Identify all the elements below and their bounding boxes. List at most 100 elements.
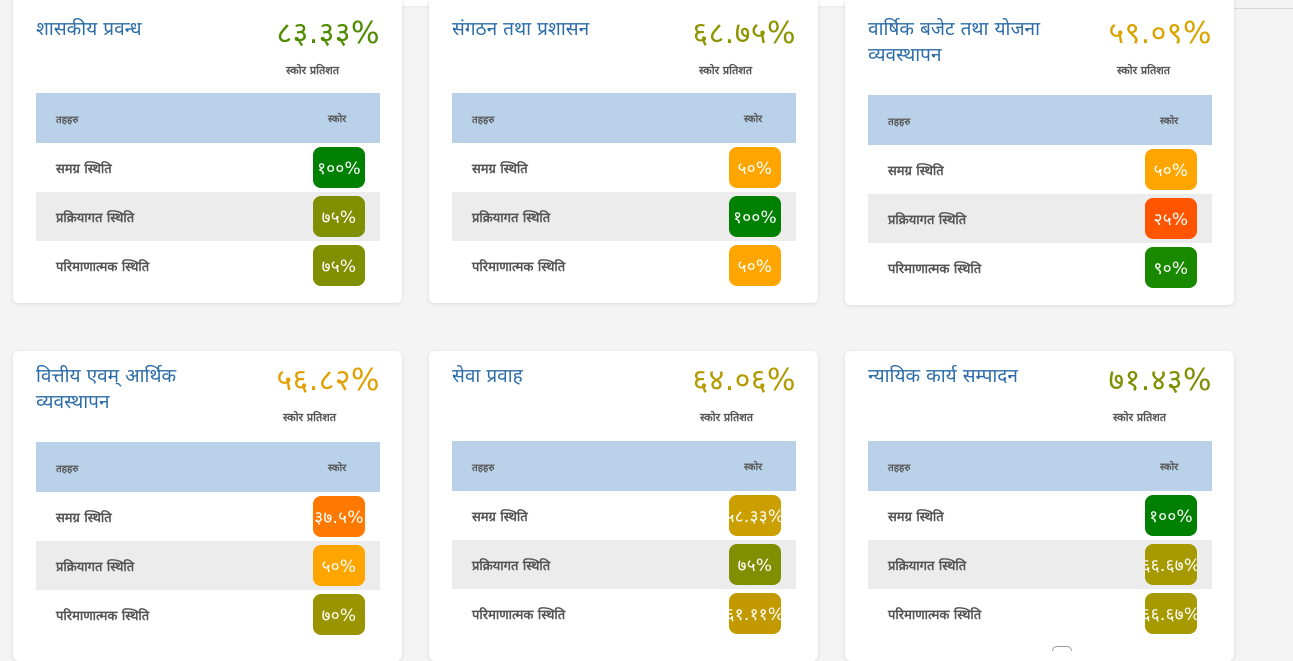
table-row: परिमाणात्मक स्थिति ७०% — [36, 590, 380, 639]
table-row: परिमाणात्मक स्थिति ६६.६७% — [868, 589, 1212, 638]
score-badge: २५% — [1145, 198, 1197, 239]
category-card-judicial: न्यायिक कार्य सम्पादन ७१.४३% स्कोर प्रति… — [845, 351, 1234, 661]
table-row: परिमाणात्मक स्थिति ५०% — [452, 241, 796, 290]
score-percent: ७१.४३% — [1108, 363, 1212, 398]
score-percent-label: स्कोर प्रतिशत — [283, 411, 337, 424]
score-badge: ६६.६७% — [1145, 544, 1197, 585]
score-badge: ५०% — [313, 545, 365, 586]
card-title: शासकीय प्रवन्ध — [36, 18, 142, 40]
table-row: प्रक्रियागत स्थिति १००% — [452, 192, 796, 241]
category-card-governance: शासकीय प्रवन्ध ८३.३३% स्कोर प्रतिशत तहहर… — [13, 0, 402, 303]
card-title: सेवा प्रवाह — [452, 365, 523, 387]
score-badge: ३७.५% — [313, 496, 365, 537]
score-percent: ६८.७५% — [692, 16, 796, 51]
table-row: परिमाणात्मक स्थिति ६१.११% — [452, 589, 796, 638]
row-label: समग्र स्थिति — [56, 511, 112, 526]
row-label: समग्र स्थिति — [56, 162, 112, 177]
score-table: तहहरु स्कोर समग्र स्थिति ५८.३३% प्रक्रिया… — [452, 441, 796, 638]
score-badge: ९०% — [1145, 247, 1197, 288]
scroll-indicator — [1052, 646, 1072, 651]
row-label: परिमाणात्मक स्थिति — [472, 608, 566, 623]
column-heading-level: तहहरु — [56, 464, 79, 475]
column-heading-level: तहहरु — [888, 117, 911, 128]
column-heading-level: तहहरु — [472, 115, 495, 126]
score-badge: ५०% — [729, 245, 781, 286]
table-header: तहहरु स्कोर — [452, 93, 796, 143]
score-table: तहहरु स्कोर समग्र स्थिति ५०% प्रक्रियागत … — [452, 93, 796, 290]
row-label: समग्र स्थिति — [888, 164, 944, 179]
table-header: तहहरु स्कोर — [36, 442, 380, 492]
score-table: तहहरु स्कोर समग्र स्थिति ५०% प्रक्रियागत … — [868, 95, 1212, 292]
table-row: समग्र स्थिति ३७.५% — [36, 492, 380, 541]
score-badge: ७५% — [313, 196, 365, 237]
score-percent: ६४.०६% — [692, 363, 796, 398]
card-title: संगठन तथा प्रशासन — [452, 18, 590, 40]
row-label: प्रक्रियागत स्थिति — [888, 213, 967, 228]
table-row: प्रक्रियागत स्थिति ७५% — [452, 540, 796, 589]
row-label: प्रक्रियागत स्थिति — [56, 211, 135, 226]
score-badge: ७५% — [313, 245, 365, 286]
row-label: प्रक्रियागत स्थिति — [888, 559, 967, 574]
column-heading-score: स्कोर — [744, 462, 763, 473]
table-row: समग्र स्थिति १००% — [36, 143, 380, 192]
column-heading-score: स्कोर — [328, 463, 347, 474]
table-row: परिमाणात्मक स्थिति ९०% — [868, 243, 1212, 292]
score-badge: १००% — [313, 147, 365, 188]
category-card-budget-planning: वार्षिक बजेट तथा योजना व्यवस्थापन ५९.०९%… — [845, 0, 1234, 305]
row-label: प्रक्रियागत स्थिति — [472, 211, 551, 226]
score-percent-label: स्कोर प्रतिशत — [286, 64, 340, 77]
row-label: परिमाणात्मक स्थिति — [56, 609, 150, 624]
score-badge: ६६.६७% — [1145, 593, 1197, 634]
column-heading-score: स्कोर — [1160, 116, 1179, 127]
category-card-organization: संगठन तथा प्रशासन ६८.७५% स्कोर प्रतिशत त… — [429, 0, 818, 303]
row-label: समग्र स्थिति — [472, 162, 528, 177]
row-label: समग्र स्थिति — [888, 510, 944, 525]
row-label: परिमाणात्मक स्थिति — [56, 260, 150, 275]
table-row: समग्र स्थिति १००% — [868, 491, 1212, 540]
card-title: वार्षिक बजेट तथा योजना व्यवस्थापन — [868, 18, 1041, 66]
table-header: तहहरु स्कोर — [868, 95, 1212, 145]
row-label: परिमाणात्मक स्थिति — [472, 260, 566, 275]
row-label: समग्र स्थिति — [472, 510, 528, 525]
table-row: समग्र स्थिति ५०% — [868, 145, 1212, 194]
category-card-service-delivery: सेवा प्रवाह ६४.०६% स्कोर प्रतिशत तहहरु स… — [429, 351, 818, 661]
score-badge: ५८.३३% — [729, 495, 781, 536]
score-percent: ५६.८२% — [276, 363, 380, 398]
score-percent-label: स्कोर प्रतिशत — [699, 64, 753, 77]
row-label: परिमाणात्मक स्थिति — [888, 262, 982, 277]
row-label: प्रक्रियागत स्थिति — [56, 560, 135, 575]
table-row: प्रक्रियागत स्थिति ५०% — [36, 541, 380, 590]
column-heading-level: तहहरु — [888, 463, 911, 474]
table-row: प्रक्रियागत स्थिति ७५% — [36, 192, 380, 241]
row-label: परिमाणात्मक स्थिति — [888, 608, 982, 623]
table-header: तहहरु स्कोर — [452, 441, 796, 491]
score-badge: ७०% — [313, 594, 365, 635]
table-row: समग्र स्थिति ५८.३३% — [452, 491, 796, 540]
row-label: प्रक्रियागत स्थिति — [472, 559, 551, 574]
score-badge: १००% — [1145, 495, 1197, 536]
score-table: तहहरु स्कोर समग्र स्थिति १००% प्रक्रियागत… — [868, 441, 1212, 638]
column-heading-score: स्कोर — [744, 114, 763, 125]
column-heading-level: तहहरु — [56, 115, 79, 126]
score-badge: १००% — [729, 196, 781, 237]
score-table: तहहरु स्कोर समग्र स्थिति ३७.५% प्रक्रियाग… — [36, 442, 380, 639]
column-heading-score: स्कोर — [328, 114, 347, 125]
score-percent: ८३.३३% — [276, 16, 380, 51]
score-badge: ५०% — [1145, 149, 1197, 190]
column-heading-level: तहहरु — [472, 463, 495, 474]
column-heading-score: स्कोर — [1160, 462, 1179, 473]
table-row: प्रक्रियागत स्थिति ६६.६७% — [868, 540, 1212, 589]
table-header: तहहरु स्कोर — [36, 93, 380, 143]
table-header: तहहरु स्कोर — [868, 441, 1212, 491]
score-badge: ६१.११% — [729, 593, 781, 634]
table-row: परिमाणात्मक स्थिति ७५% — [36, 241, 380, 290]
score-percent-label: स्कोर प्रतिशत — [1113, 411, 1167, 424]
table-row: प्रक्रियागत स्थिति २५% — [868, 194, 1212, 243]
score-table: तहहरु स्कोर समग्र स्थिति १००% प्रक्रियागत… — [36, 93, 380, 290]
card-title: न्यायिक कार्य सम्पादन — [868, 365, 1018, 387]
score-percent-label: स्कोर प्रतिशत — [700, 411, 754, 424]
score-badge: ७५% — [729, 544, 781, 585]
card-title: वित्तीय एवम् आर्थिक व्यवस्थापन — [36, 365, 177, 413]
score-percent-label: स्कोर प्रतिशत — [1117, 64, 1171, 77]
category-card-finance: वित्तीय एवम् आर्थिक व्यवस्थापन ५६.८२% स्… — [13, 351, 402, 661]
